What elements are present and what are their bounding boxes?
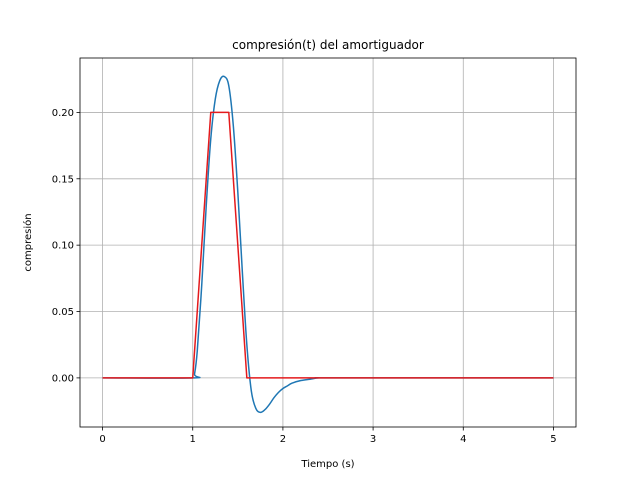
x-tick-label: 1 — [190, 434, 196, 445]
series-line-1 — [102, 111, 554, 379]
y-tick-label: 0.15 — [52, 174, 74, 185]
y-tick-label: 0.00 — [52, 373, 74, 384]
x-axis: 0 1 2 3 4 5 — [99, 427, 557, 445]
x-tick-label: 2 — [280, 434, 286, 445]
plot-frame — [79, 57, 577, 428]
y-axis-label: compresión — [22, 213, 34, 271]
y-tick-label: 0.20 — [52, 108, 74, 119]
chart-title: compresión(t) del amortiguador — [232, 38, 424, 52]
series-layer — [102, 75, 554, 414]
x-axis-label: Tiempo (s) — [300, 459, 354, 470]
series-line-0 — [102, 75, 554, 414]
y-tick-label: 0.05 — [52, 307, 74, 318]
x-tick-label: 4 — [460, 434, 466, 445]
y-axis: 0.00 0.05 0.10 0.15 0.20 — [52, 108, 80, 384]
grid — [80, 58, 576, 427]
y-tick-label: 0.10 — [52, 241, 74, 252]
x-tick-label: 5 — [550, 434, 556, 445]
x-tick-label: 0 — [99, 434, 105, 445]
x-tick-label: 3 — [370, 434, 376, 445]
